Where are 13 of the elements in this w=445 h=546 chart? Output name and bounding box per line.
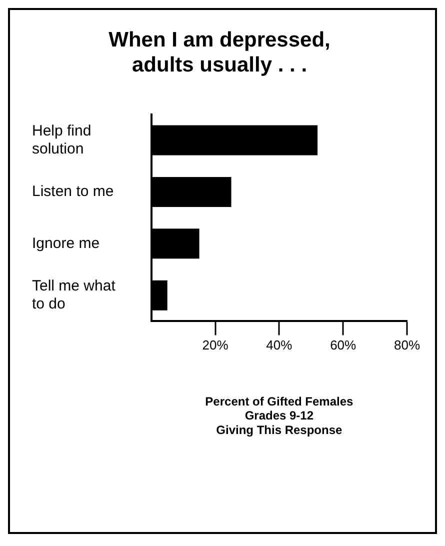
y-tick-label: Ignore me bbox=[32, 234, 100, 252]
x-tick-label: 80% bbox=[394, 338, 420, 353]
text: Grades 9-12 bbox=[244, 408, 314, 423]
text: adults usually . . . bbox=[132, 54, 308, 77]
text: Giving This Response bbox=[216, 423, 342, 438]
x-tick-label: 40% bbox=[266, 338, 293, 353]
x-tick-label: 60% bbox=[330, 338, 357, 353]
text: Percent of Gifted Females bbox=[205, 394, 354, 408]
y-tick-label: Listen to me bbox=[32, 183, 114, 200]
x-tick-label: 20% bbox=[202, 338, 229, 353]
y-tick-label: Help find solution bbox=[32, 122, 92, 158]
y-tick-label: Tell me what to do bbox=[32, 277, 116, 312]
text: When I am depressed, bbox=[108, 28, 330, 52]
